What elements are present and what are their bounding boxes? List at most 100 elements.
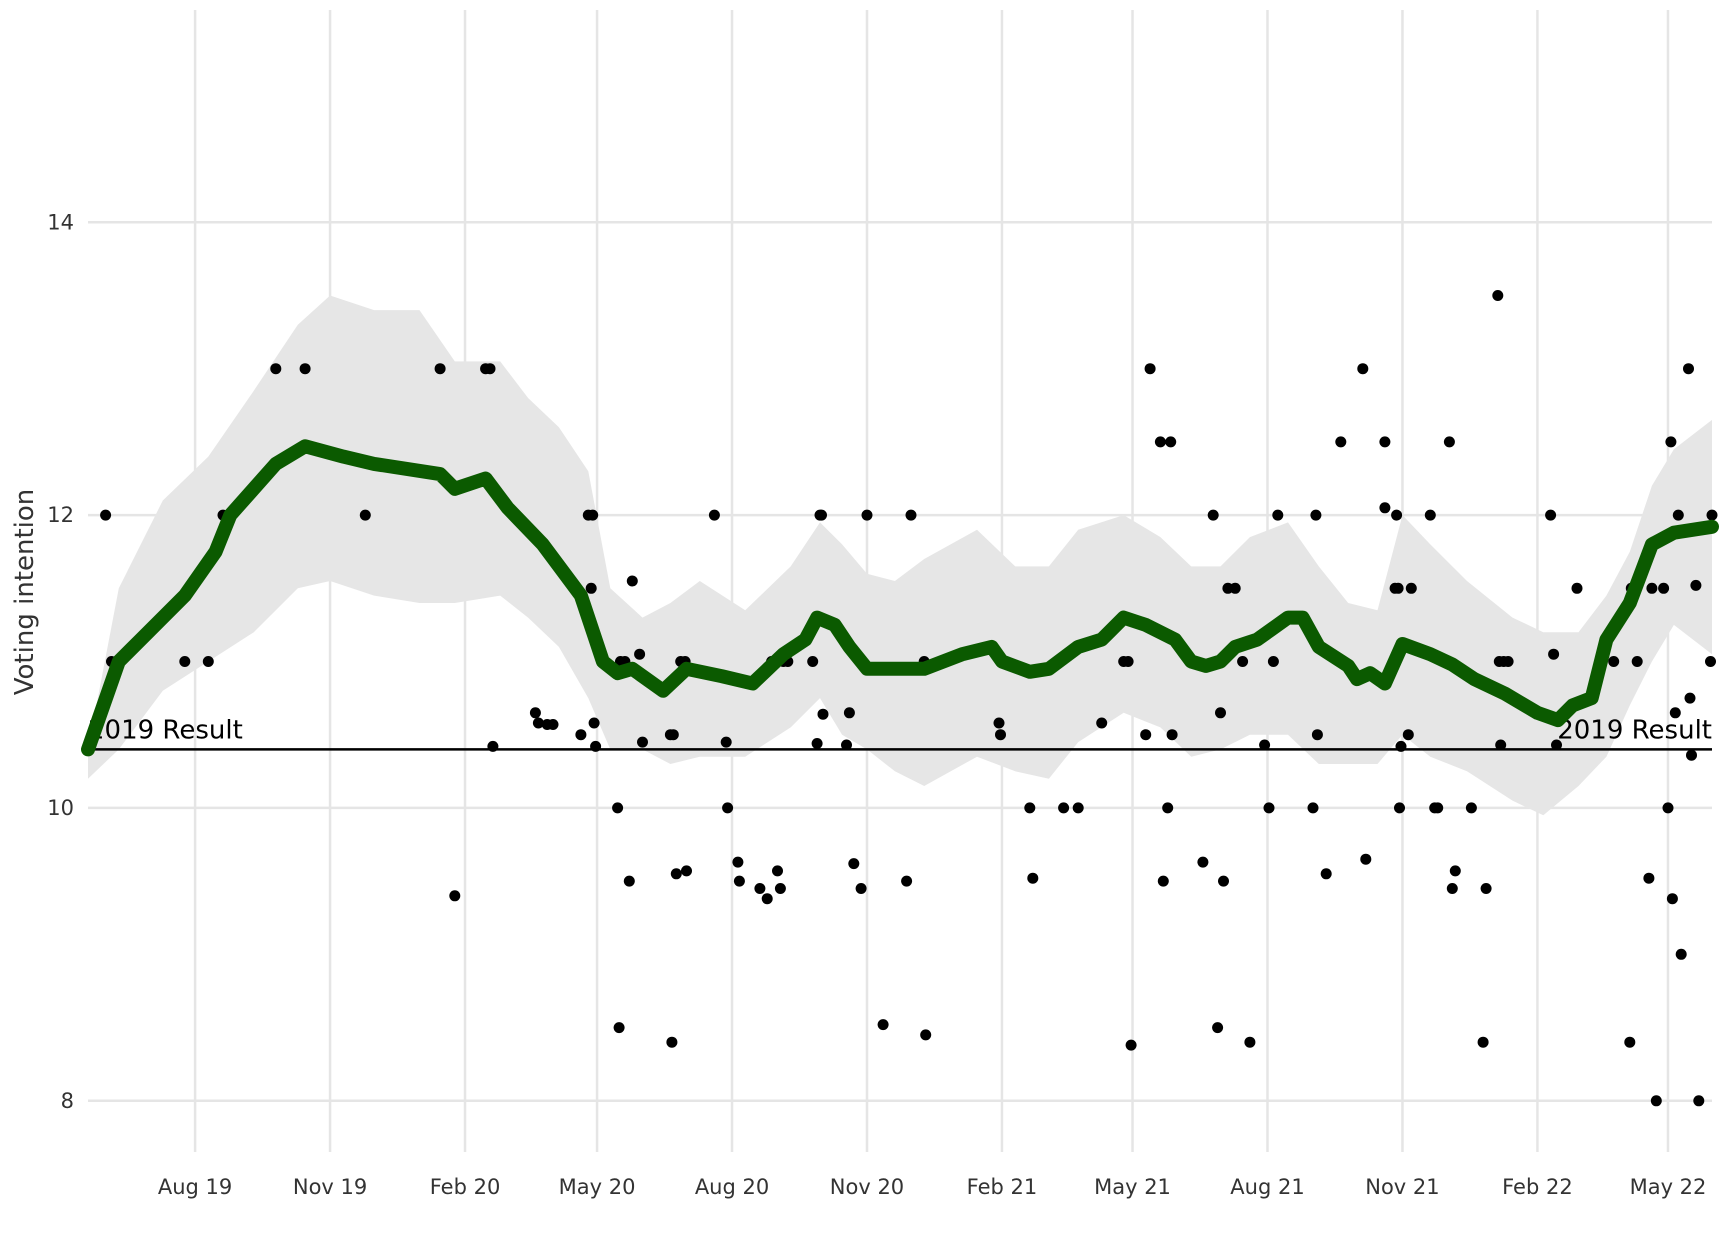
poll-point bbox=[434, 363, 446, 375]
poll-point bbox=[587, 509, 599, 521]
poll-point bbox=[1307, 802, 1319, 814]
poll-point bbox=[1144, 363, 1156, 375]
x-tick-label: May 22 bbox=[1630, 1175, 1707, 1199]
poll-point bbox=[1096, 717, 1108, 729]
poll-point bbox=[613, 1022, 625, 1034]
x-tick-label: Aug 20 bbox=[695, 1175, 769, 1199]
poll-point bbox=[772, 865, 783, 877]
poll-point bbox=[1215, 707, 1226, 719]
poll-point bbox=[179, 656, 191, 667]
poll-point bbox=[588, 717, 600, 729]
poll-point bbox=[484, 363, 496, 375]
y-tick-label: 10 bbox=[47, 796, 74, 820]
x-tick-label: Nov 20 bbox=[830, 1175, 904, 1199]
poll-point bbox=[487, 740, 499, 752]
poll-point bbox=[1624, 1036, 1636, 1048]
poll-point bbox=[920, 1029, 932, 1041]
poll-point bbox=[708, 509, 720, 521]
poll-point bbox=[1218, 875, 1229, 887]
poll-point bbox=[841, 739, 852, 751]
poll-point bbox=[1197, 856, 1209, 868]
poll-point bbox=[732, 856, 744, 868]
poll-point bbox=[1320, 868, 1332, 880]
poll-point bbox=[1027, 872, 1039, 884]
y-axis-ticks: 8 10 12 14 bbox=[47, 210, 74, 1112]
poll-point bbox=[623, 875, 635, 887]
poll-point bbox=[1424, 509, 1436, 521]
poll-point bbox=[877, 1019, 889, 1031]
poll-point bbox=[1693, 1095, 1705, 1107]
poll-point bbox=[670, 868, 682, 880]
poll-point bbox=[1140, 729, 1152, 741]
poll-point bbox=[270, 363, 282, 375]
poll-point bbox=[811, 738, 823, 749]
poll-point bbox=[1058, 802, 1070, 814]
poll-point bbox=[1650, 1095, 1662, 1107]
poll-point bbox=[1608, 656, 1620, 667]
poll-point bbox=[1267, 656, 1279, 667]
poll-point bbox=[1259, 739, 1271, 751]
y-tick-label: 14 bbox=[47, 210, 74, 234]
poll-point bbox=[1706, 509, 1718, 521]
poll-point bbox=[666, 1036, 678, 1048]
x-tick-label: Feb 20 bbox=[430, 1175, 501, 1199]
poll-point bbox=[1643, 872, 1655, 884]
poll-point bbox=[1244, 1036, 1256, 1048]
confidence-band bbox=[88, 295, 1712, 816]
poll-point bbox=[1122, 656, 1134, 667]
poll-point bbox=[359, 509, 371, 521]
reference-label-right: 2019 Result bbox=[1557, 715, 1712, 745]
x-tick-label: Feb 21 bbox=[967, 1175, 1038, 1199]
poll-point bbox=[1672, 509, 1684, 521]
poll-point bbox=[1360, 853, 1372, 865]
poll-point bbox=[1449, 865, 1461, 877]
poll-point bbox=[1392, 582, 1404, 594]
poll-point bbox=[1379, 436, 1391, 448]
poll-point bbox=[1335, 436, 1347, 448]
poll-point bbox=[1165, 436, 1177, 448]
poll-point bbox=[905, 509, 917, 521]
poll-point bbox=[1675, 948, 1687, 960]
reference-label-left: 2019 Result bbox=[88, 715, 243, 745]
x-tick-label: May 20 bbox=[559, 1175, 636, 1199]
poll-point bbox=[1683, 363, 1694, 375]
poll-point bbox=[1502, 656, 1514, 667]
x-tick-label: Nov 21 bbox=[1365, 1175, 1439, 1199]
poll-point bbox=[720, 736, 732, 748]
y-tick-label: 12 bbox=[47, 503, 74, 527]
poll-point bbox=[100, 509, 112, 521]
poll-point bbox=[1357, 363, 1369, 375]
y-axis-label: Voting intention bbox=[10, 489, 40, 696]
y-tick-label: 8 bbox=[61, 1089, 74, 1113]
poll-point bbox=[993, 717, 1005, 729]
poll-point bbox=[634, 648, 646, 660]
trend-line bbox=[81, 439, 1719, 757]
poll-point bbox=[1395, 740, 1407, 752]
poll-point bbox=[774, 883, 786, 894]
poll-point bbox=[1263, 802, 1275, 814]
poll-point bbox=[1394, 802, 1405, 814]
poll-point bbox=[1310, 509, 1322, 521]
poll-point bbox=[1166, 729, 1178, 741]
poll-point bbox=[529, 707, 541, 719]
poll-point bbox=[761, 893, 773, 905]
poll-point bbox=[1669, 707, 1681, 719]
poll-point bbox=[817, 708, 829, 720]
poll-points bbox=[100, 290, 1718, 1107]
poll-point bbox=[754, 883, 766, 894]
poll-point bbox=[843, 707, 855, 719]
poll-point bbox=[1477, 1036, 1489, 1048]
poll-point bbox=[1212, 1022, 1224, 1034]
poll-point bbox=[1391, 509, 1403, 521]
poll-point bbox=[861, 509, 873, 521]
poll-point bbox=[681, 865, 692, 877]
poll-point bbox=[1686, 749, 1697, 761]
poll-point bbox=[532, 717, 544, 729]
poll-point bbox=[1237, 656, 1249, 667]
poll-point bbox=[612, 802, 624, 814]
poll-point bbox=[722, 802, 734, 814]
poll-point bbox=[1571, 582, 1583, 594]
poll-point bbox=[1379, 502, 1391, 514]
reference-line-group: 2019 Result 2019 Result bbox=[88, 715, 1712, 751]
poll-point bbox=[1705, 656, 1716, 667]
